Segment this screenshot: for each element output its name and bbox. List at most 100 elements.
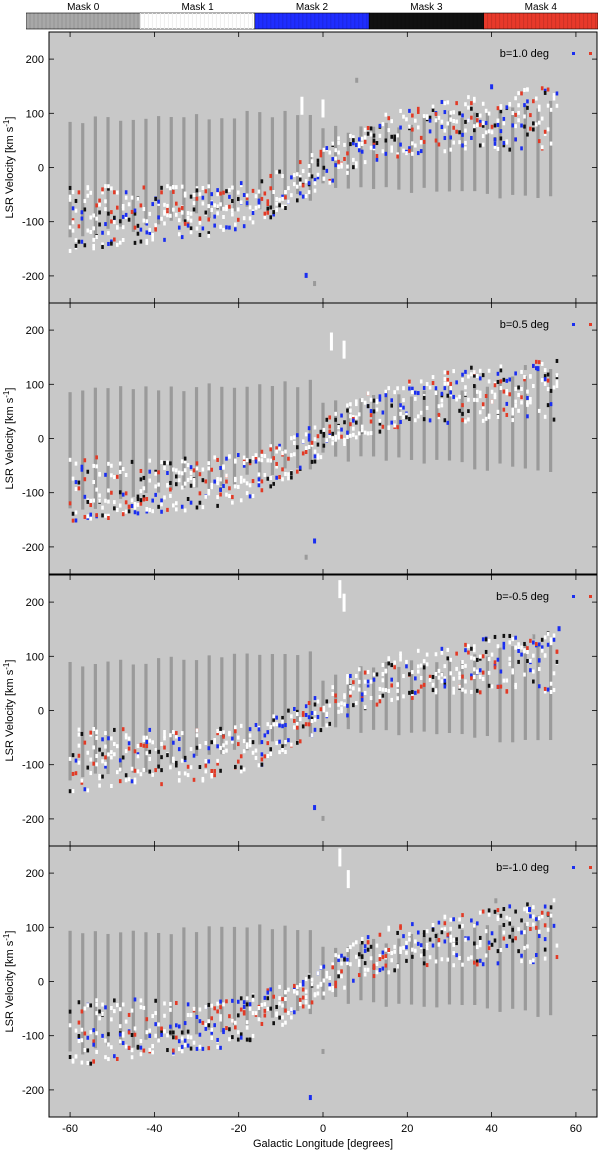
mask-point — [101, 1002, 104, 1007]
mask0-streak — [283, 653, 287, 747]
colorbar-segment — [483, 12, 598, 30]
y-tick-label: 100 — [26, 379, 44, 391]
mask0-streak — [93, 387, 97, 509]
mask-point — [534, 925, 538, 930]
mask-point — [493, 392, 497, 397]
mask-point — [278, 169, 281, 174]
mask-point — [396, 964, 399, 969]
mask-point — [369, 413, 373, 418]
mask-point — [287, 987, 290, 992]
mask-point — [263, 454, 267, 459]
mask-point — [272, 212, 275, 217]
mask-point — [266, 476, 270, 481]
mask-point — [98, 198, 101, 203]
mask0-streak — [435, 390, 439, 460]
mask-point — [242, 455, 246, 460]
mask-point — [508, 656, 512, 661]
mask-point — [225, 189, 228, 194]
mask-point — [496, 146, 500, 151]
mask-point — [151, 1014, 154, 1019]
mask-point — [266, 730, 270, 735]
mask-point — [543, 689, 547, 694]
mask-point — [366, 940, 370, 945]
mask-point — [77, 732, 81, 737]
mask-point — [349, 945, 352, 950]
mask-point — [284, 1008, 287, 1013]
mask-point — [352, 141, 355, 146]
mask-point — [520, 369, 523, 374]
mask-point — [517, 648, 520, 653]
mask-point — [148, 1028, 152, 1033]
mask-point — [322, 964, 326, 969]
mask-point — [266, 754, 270, 759]
mask-point — [307, 164, 311, 169]
mask-point — [254, 205, 258, 210]
mask-point — [71, 511, 75, 516]
mask-point — [411, 922, 414, 927]
mask-point — [239, 200, 243, 205]
mask-point — [151, 237, 154, 242]
mask-point — [301, 451, 305, 456]
mask-point — [331, 965, 334, 970]
mask-point — [313, 454, 317, 459]
mask-point — [355, 954, 358, 959]
mask-point — [493, 660, 497, 665]
mask-point — [257, 763, 261, 768]
mask-point — [189, 500, 193, 505]
mask-point — [490, 124, 494, 129]
mask-point — [526, 906, 529, 911]
mask-point — [393, 949, 396, 954]
mask-point — [499, 669, 503, 674]
mask0-streak — [384, 662, 388, 731]
mask-point — [346, 957, 349, 962]
mask-point — [508, 904, 512, 909]
mask-point — [113, 475, 116, 480]
mask-point — [543, 937, 547, 942]
mask-point — [242, 767, 246, 772]
mask-point — [275, 715, 278, 720]
mask-point — [192, 1040, 196, 1045]
mask-point — [298, 191, 302, 196]
mask-point — [228, 730, 231, 735]
mask-point — [343, 695, 346, 700]
mask-point — [89, 190, 93, 195]
legend-marker — [589, 595, 592, 598]
mask-point — [307, 974, 311, 979]
mask-point — [546, 687, 550, 692]
mask-point — [121, 512, 125, 517]
colorbar-segment — [139, 12, 256, 30]
mask-point — [434, 959, 438, 964]
mask-point — [77, 224, 81, 229]
mask-point — [219, 202, 222, 207]
mask-point — [287, 1010, 290, 1015]
mask0-streak — [258, 924, 262, 1018]
mask-point — [355, 399, 358, 404]
mask-point — [92, 761, 95, 766]
mask0-streak — [460, 660, 464, 735]
mask-point — [263, 191, 267, 196]
mask-point — [307, 172, 311, 177]
mask-point — [157, 749, 160, 754]
mask-point — [393, 665, 396, 670]
mask-point — [198, 1032, 202, 1037]
mask-point — [172, 756, 175, 761]
mask-point — [101, 505, 104, 510]
mask-point — [313, 177, 317, 182]
mask-point — [461, 113, 464, 118]
mask-point — [473, 384, 476, 389]
mask0-streak — [346, 947, 350, 1004]
mask-point — [408, 937, 411, 942]
mask-point — [555, 649, 559, 654]
mask-point — [163, 237, 166, 242]
mask-point — [378, 932, 382, 937]
mask-point — [357, 141, 361, 146]
mask-point — [422, 385, 426, 390]
mask-point — [464, 663, 467, 668]
mask-point — [234, 725, 237, 730]
mask-point — [499, 684, 503, 689]
mask-point — [228, 454, 231, 459]
mask-point — [487, 908, 491, 913]
mask-point — [160, 1032, 163, 1037]
mask-point — [130, 498, 134, 503]
mask-point — [419, 675, 423, 680]
